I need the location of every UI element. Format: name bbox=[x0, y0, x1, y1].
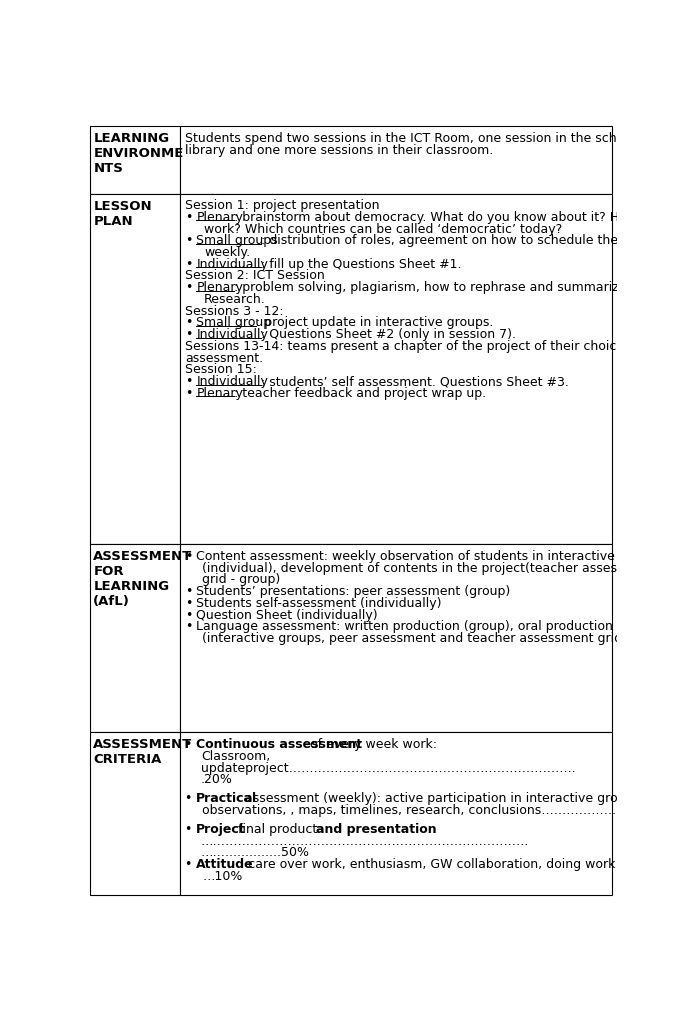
Text: (interactive groups, peer assessment and teacher assessment grid): (interactive groups, peer assessment and… bbox=[203, 632, 627, 645]
Text: Plenary: Plenary bbox=[197, 281, 243, 294]
Text: ………………………….………………………….…..…………: ………………………….………………………….…..………… bbox=[201, 834, 530, 847]
Text: .20%: .20% bbox=[201, 773, 233, 787]
Text: updateproject…….……………………………………………………..: updateproject…….…………………………………………………….. bbox=[201, 761, 575, 774]
Text: : project update in interactive groups.: : project update in interactive groups. bbox=[256, 316, 493, 330]
Text: Individually: Individually bbox=[197, 258, 268, 271]
Text: weekly.: weekly. bbox=[204, 246, 250, 259]
Text: Classroom,: Classroom, bbox=[201, 750, 270, 763]
Text: assessment (weekly): active participation in interactive groups,: assessment (weekly): active participatio… bbox=[245, 793, 644, 806]
Text: •: • bbox=[185, 281, 192, 294]
Bar bbox=[180, 544, 612, 732]
Text: Small groups: Small groups bbox=[197, 235, 278, 248]
Text: Sessions 3 - 12:: Sessions 3 - 12: bbox=[186, 304, 284, 317]
Text: •: • bbox=[185, 316, 192, 330]
Text: •: • bbox=[186, 585, 192, 599]
Text: Individually: Individually bbox=[197, 375, 268, 388]
Text: : teacher feedback and project wrap up.: : teacher feedback and project wrap up. bbox=[234, 387, 486, 400]
Text: Individually: Individually bbox=[197, 329, 268, 341]
Text: Continuous assessment: Continuous assessment bbox=[197, 738, 362, 751]
Text: : problem solving, plagiarism, how to rephrase and summarize.: : problem solving, plagiarism, how to re… bbox=[234, 281, 631, 294]
Text: Content assessment: weekly observation of students in interactive groups: Content assessment: weekly observation o… bbox=[197, 550, 662, 563]
Text: Practical: Practical bbox=[197, 793, 258, 806]
Text: •: • bbox=[185, 387, 192, 400]
Text: Research.: Research. bbox=[204, 293, 266, 306]
Text: Language assessment: written production (group), oral production: Language assessment: written production … bbox=[197, 620, 613, 633]
Text: ASSESSMENT
CRITERIA: ASSESSMENT CRITERIA bbox=[93, 738, 192, 766]
Text: LESSON
PLAN: LESSON PLAN bbox=[93, 200, 152, 227]
Bar bbox=[90, 732, 180, 895]
Text: of every week work:: of every week work: bbox=[310, 738, 437, 751]
Text: observations, , maps, timelines, research, conclusions…………………………………………20%: observations, , maps, timelines, researc… bbox=[203, 804, 685, 817]
Bar bbox=[90, 544, 180, 732]
Text: Session 1: project presentation: Session 1: project presentation bbox=[186, 199, 380, 212]
Text: final product: final product bbox=[234, 823, 321, 836]
Text: •: • bbox=[186, 738, 197, 751]
Bar bbox=[180, 732, 612, 895]
Text: •: • bbox=[185, 329, 192, 341]
Text: Students self-assessment (individually): Students self-assessment (individually) bbox=[197, 596, 442, 610]
Bar bbox=[180, 194, 612, 544]
Text: assessment.: assessment. bbox=[186, 352, 264, 365]
Text: Plenary: Plenary bbox=[197, 387, 243, 400]
Text: •: • bbox=[186, 858, 197, 871]
Text: …10%: …10% bbox=[203, 869, 243, 883]
Text: •: • bbox=[185, 235, 192, 248]
Text: : students’ self assessment. Questions Sheet #3.: : students’ self assessment. Questions S… bbox=[262, 375, 569, 388]
Text: : fill up the Questions Sheet #1.: : fill up the Questions Sheet #1. bbox=[262, 258, 462, 271]
Text: : care over work, enthusiasm, GW collaboration, doing work on time: : care over work, enthusiasm, GW collabo… bbox=[240, 858, 667, 871]
Text: grid - group): grid - group) bbox=[203, 573, 281, 586]
Text: : distribution of roles, agreement on how to schedule the tasks: : distribution of roles, agreement on ho… bbox=[262, 235, 656, 248]
Text: •: • bbox=[186, 620, 192, 633]
Text: •: • bbox=[185, 258, 192, 271]
Text: work? Which countries can be called ‘democratic’ today?: work? Which countries can be called ‘dem… bbox=[204, 222, 562, 236]
Text: •: • bbox=[186, 609, 192, 622]
Text: •: • bbox=[186, 823, 197, 836]
Text: LEARNING
ENVIRONME
NTS: LEARNING ENVIRONME NTS bbox=[93, 132, 184, 175]
Text: Sessions 13-14: teams present a chapter of the project of their choice. Peer: Sessions 13-14: teams present a chapter … bbox=[186, 340, 660, 353]
Text: ……..............50%: ……..............50% bbox=[201, 846, 310, 859]
Text: •: • bbox=[185, 375, 192, 388]
Text: Small group: Small group bbox=[197, 316, 271, 330]
Text: •: • bbox=[186, 793, 197, 806]
Text: : brainstorm about democracy. What do you know about it? How does it: : brainstorm about democracy. What do yo… bbox=[234, 210, 684, 223]
Bar bbox=[90, 126, 180, 194]
Text: •: • bbox=[185, 210, 192, 223]
Bar bbox=[180, 126, 612, 194]
Text: Students’ presentations: peer assessment (group): Students’ presentations: peer assessment… bbox=[197, 585, 510, 599]
Text: and presentation: and presentation bbox=[316, 823, 436, 836]
Text: Students spend two sessions in the ICT Room, one session in the school: Students spend two sessions in the ICT R… bbox=[186, 132, 636, 146]
Text: library and one more sessions in their classroom.: library and one more sessions in their c… bbox=[186, 144, 494, 157]
Text: Attitude: Attitude bbox=[197, 858, 254, 871]
Text: ASSESSMENT
FOR
LEARNING
(AfL): ASSESSMENT FOR LEARNING (AfL) bbox=[93, 550, 192, 608]
Text: •: • bbox=[186, 596, 192, 610]
Text: Plenary: Plenary bbox=[197, 210, 243, 223]
Text: •: • bbox=[186, 550, 192, 563]
Text: Session 15:: Session 15: bbox=[186, 363, 258, 376]
Text: : Questions Sheet #2 (only in session 7).: : Questions Sheet #2 (only in session 7)… bbox=[262, 329, 516, 341]
Text: Session 2: ICT Session: Session 2: ICT Session bbox=[186, 270, 325, 282]
Text: Question Sheet (individually): Question Sheet (individually) bbox=[197, 609, 378, 622]
Bar bbox=[90, 194, 180, 544]
Text: (individual), development of contents in the project(teacher assessment: (individual), development of contents in… bbox=[203, 561, 657, 574]
Text: Project: Project bbox=[197, 823, 246, 836]
